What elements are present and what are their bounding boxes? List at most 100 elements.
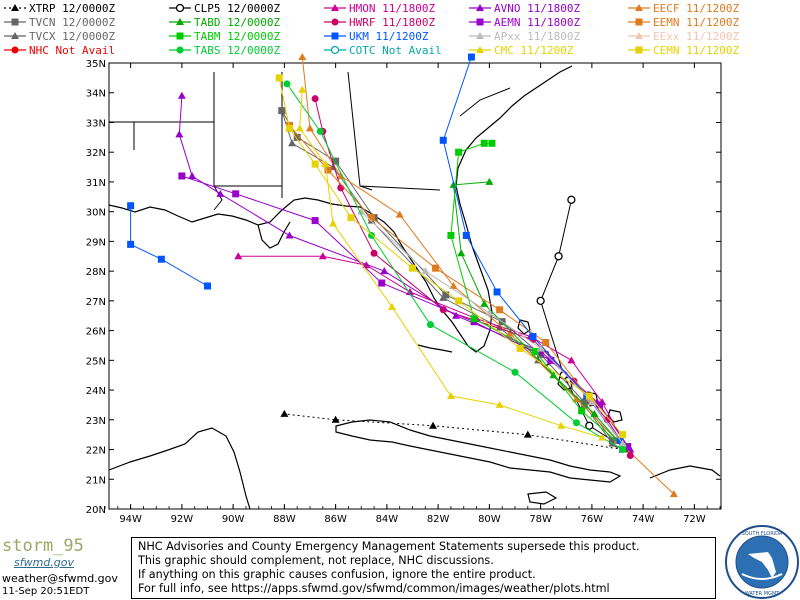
disclaimer-line-2: This graphic should complement, not repl… [138,554,494,567]
track-point [557,421,566,429]
axis-ticks: 94W 92W 90W 88W 86W 84W 82W 80W 78W 76W 74W 72W 35N 3… [86,59,721,525]
track-point [298,53,307,61]
contact-email[interactable]: weather@sfwmd.gov [2,572,118,585]
track-point [567,195,576,204]
track-point [495,400,504,408]
track-point [485,177,494,185]
track-point [457,249,466,257]
track-apxx [357,207,627,447]
svg-text:SOUTH FLORIDA: SOUTH FLORIDA [742,531,783,537]
lat-tick-label: 20N [86,505,106,516]
track-point [480,299,489,307]
legend-label: XTRP 12/0000Z [29,1,116,15]
track-point [429,421,437,429]
legend-label: AVNO 11/1800Z [494,1,581,15]
track-point [626,451,634,459]
track-point [488,139,496,147]
track-point [311,217,319,225]
track-point [480,139,488,147]
track-point [585,421,594,430]
sfwmd-logo-link[interactable]: sfwmd.gov [14,556,75,569]
legend-marker [635,4,643,11]
track-point [405,287,414,295]
legend-marker [11,4,19,11]
track-point [462,231,470,239]
track-xtrp [280,409,627,453]
legend-marker [331,32,339,40]
coastline [108,427,251,510]
track-point [368,231,375,239]
track-point [572,394,581,402]
legend-swatch-icon [4,46,26,54]
legend-label: EEMN 11/1200Z [653,15,740,29]
track-point [216,189,225,197]
legend-swatch-icon [469,46,491,53]
legend-swatch-icon [469,32,491,39]
lat-tick-label: 35N [86,59,106,70]
track-point [311,160,319,168]
track-point [449,282,458,289]
lon-tick-label: 84W [376,514,399,525]
legend-marker [330,45,340,55]
legend-marker [11,46,19,54]
track-point [578,407,586,415]
track-point [439,293,448,301]
sfwmd-seal-icon: SOUTH FLORIDA WATER MGMT [725,525,799,599]
track-tabs [283,80,627,454]
track-point [547,356,555,364]
lat-tick-label: 32N [86,148,106,159]
legend-marker [476,18,484,26]
legend-marker [635,18,643,26]
legend-label: TVCX 12/0000Z [29,29,116,43]
legend-entry: EEMN 11/1200Z [626,15,739,29]
track-point [485,308,494,316]
state-border [359,185,373,191]
track-point [496,306,504,314]
disclaimer-line-3: If anything on this graphic causes confu… [138,568,536,581]
legend-swatch-icon [324,32,346,40]
track-line [130,205,208,287]
legend-marker [635,32,643,39]
track-point [188,171,197,179]
coastline [607,409,623,423]
legend-entry: CEMN 11/1200Z [626,43,739,57]
model-legend: XTRP 12/0000Z CLP5 12/0000Z HMON 11/1800Z A… [0,0,800,57]
lon-tick-label: 76W [581,514,604,525]
legend-swatch-icon [324,45,346,55]
lon-tick-label: 86W [324,514,347,525]
track-point [177,91,186,99]
track-point [523,430,532,438]
track-point [455,297,463,305]
track-point [421,267,430,275]
track-point [598,433,607,441]
track-point [175,130,184,138]
legend-marker [476,4,484,11]
lat-tick-label: 29N [86,237,106,248]
lat-tick-label: 33N [86,118,106,129]
track-point [624,443,632,451]
issue-timestamp: 11-Sep 20:51EDT [2,586,90,597]
track-point [286,124,293,132]
legend-marker [635,46,643,54]
disclaimer-line-4[interactable]: For full info, see https://apps.sfwmd.go… [138,582,610,595]
legend-swatch-icon [169,46,191,54]
coastline [527,491,558,505]
legend-label: CMC 11/1200Z [494,43,574,57]
track-point [395,210,404,218]
track-point [275,74,283,82]
lon-tick-label: 78W [529,514,552,525]
legend-label: CEMN 11/1200Z [653,43,740,57]
disclaimer-line-1: NHC Advisories and County Emergency Mana… [138,540,640,553]
legend-label: EExx 11/1200Z [653,29,740,43]
lat-tick-label: 24N [86,386,106,397]
lat-tick-label: 28N [86,267,106,278]
legend-entry: CLP5 12/0000Z [167,1,280,15]
track-point [573,419,580,427]
track-point [178,172,186,180]
track-point [277,106,286,114]
track-point [542,338,550,346]
legend-label: HWRF 11/1800Z [349,15,436,29]
legend-entry: NHC Not Avail [2,43,115,57]
legend-swatch-icon [628,4,650,11]
